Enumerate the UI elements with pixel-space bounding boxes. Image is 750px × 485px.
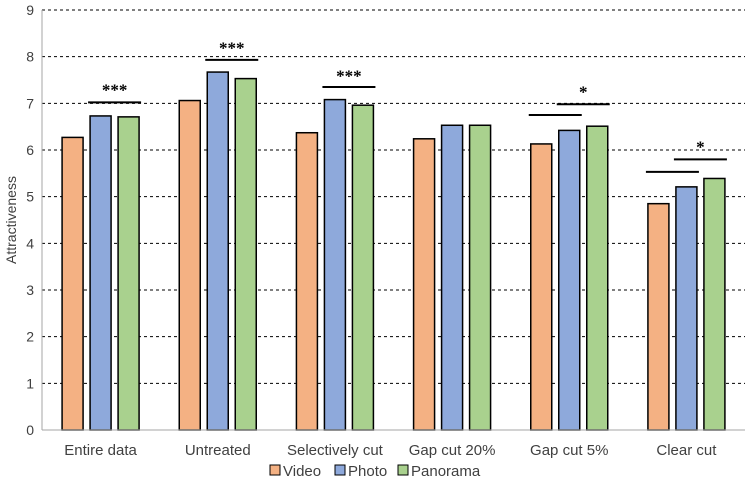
bar-video <box>412 138 436 431</box>
bar-panorama <box>586 125 609 431</box>
y-tick-label: 3 <box>26 282 34 298</box>
y-tick-label: 2 <box>26 329 34 345</box>
y-tick-label: 7 <box>26 95 34 111</box>
bar-photo <box>558 129 581 431</box>
bar-photo <box>206 71 229 431</box>
tick-labels: 0 1 2 3 4 5 6 7 8 9 Entire data Untreated Selectivel… <box>26 2 717 459</box>
bar-video <box>295 131 319 431</box>
x-category-label: Selectively cut <box>287 442 384 459</box>
bar-panorama <box>468 124 492 431</box>
significance-label: * <box>696 137 705 156</box>
bar-photo <box>675 186 698 431</box>
legend-label-panorama: Panorama <box>411 463 481 480</box>
legend-label-photo: Photo <box>348 463 387 480</box>
x-category-label: Gap cut 5% <box>530 442 608 459</box>
bar-video <box>178 99 201 431</box>
y-tick-label: 1 <box>26 375 34 391</box>
significance-label: *** <box>219 38 245 57</box>
y-tick-label: 8 <box>26 49 34 65</box>
significance-label: * <box>579 83 588 102</box>
y-tick-label: 4 <box>26 235 34 251</box>
significance-annotations: *********** <box>88 38 727 173</box>
bar-video <box>647 202 670 431</box>
significance-label: *** <box>336 66 362 85</box>
legend-swatch-panorama <box>397 464 409 476</box>
y-tick-label: 5 <box>26 189 34 205</box>
legend-swatch-video <box>269 464 281 476</box>
y-tick-label: 9 <box>26 2 34 18</box>
x-category-label: Clear cut <box>656 442 717 459</box>
y-tick-label: 0 <box>26 422 34 438</box>
legend-label-video: Video <box>283 463 321 480</box>
y-axis-label: Attractiveness <box>3 176 19 264</box>
y-tick-label: 6 <box>26 142 34 158</box>
x-category-label: Gap cut 20% <box>409 442 496 459</box>
significance-label: *** <box>102 80 128 99</box>
bar-photo <box>89 115 112 431</box>
bar-panorama <box>117 116 140 431</box>
bar-photo <box>323 98 347 431</box>
x-category-label: Untreated <box>185 442 251 459</box>
x-category-label: Entire data <box>64 442 137 459</box>
bar-panorama <box>234 77 257 431</box>
grid-lines <box>42 9 745 384</box>
bar-panorama <box>351 104 375 431</box>
legend-swatch-photo <box>334 464 346 476</box>
bar-photo <box>440 124 464 431</box>
bars <box>61 71 726 431</box>
bar-video <box>530 143 553 431</box>
bar-panorama <box>703 177 726 431</box>
legend: Video Photo Panorama <box>269 463 481 480</box>
axes <box>41 10 745 431</box>
bar-video <box>61 136 84 431</box>
